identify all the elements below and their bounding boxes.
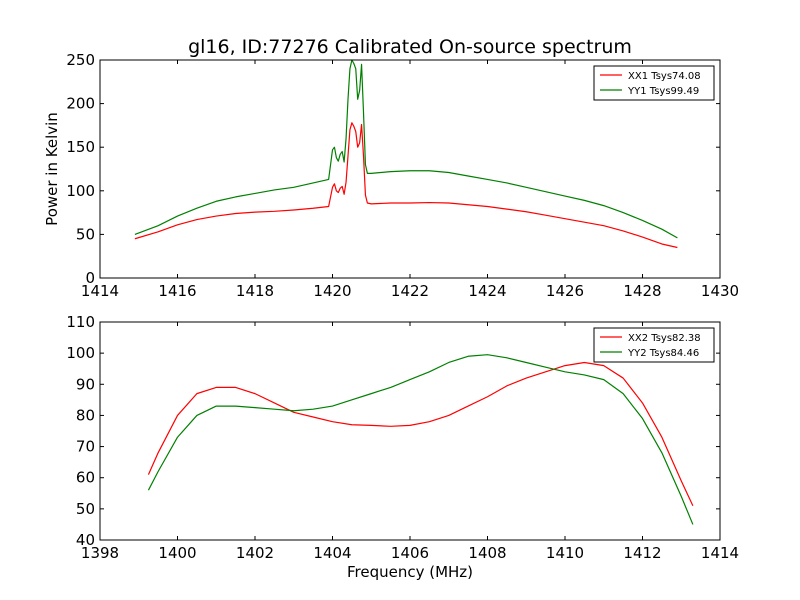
x-tick-label: 1412: [623, 544, 661, 562]
x-tick-label: 1400: [158, 544, 196, 562]
x-tick-label: 1428: [623, 282, 661, 300]
top-subplot: 1414 1416 1418 1420 1422 1424 1426 1428 1430 0 50 1…: [43, 51, 739, 300]
x-tick-label: 1408: [468, 544, 506, 562]
x-tick-label: 1420: [313, 282, 351, 300]
x-tick-label: 1424: [468, 282, 506, 300]
legend-box: [593, 327, 715, 363]
y-tick-label: 250: [66, 51, 95, 69]
y-tick-label: 100: [66, 344, 95, 362]
y-tick-label: 50: [76, 500, 95, 518]
x-tick-label: 1414: [701, 544, 739, 562]
y-tick-label: 110: [66, 313, 95, 331]
x-tick-label: 1426: [546, 282, 584, 300]
y-tick-label: 100: [66, 182, 95, 200]
x-tick-label: 1406: [391, 544, 429, 562]
legend: XX2 Tsys82.38 YY2 Tsys84.46: [593, 327, 715, 363]
y-tick-label: 150: [66, 138, 95, 156]
x-tick-label: 1410: [546, 544, 584, 562]
y-axis-label: Power in Kelvin: [43, 112, 61, 226]
x-tick-label: 1418: [236, 282, 274, 300]
legend-entry: XX2 Tsys82.38: [628, 333, 701, 344]
series-line-2: [147, 354, 694, 525]
x-axis-label: Frequency (MHz): [347, 563, 473, 581]
y-tick-label: 0: [85, 269, 95, 287]
y-tick-label: 80: [76, 406, 95, 424]
y-tick-label: 60: [76, 469, 95, 487]
x-tick-label: 1404: [313, 544, 351, 562]
series-line-1: [147, 361, 694, 506]
legend-box: [593, 65, 715, 101]
legend-entry: XX1 Tsys74.08: [628, 71, 701, 82]
y-tick-label: 40: [76, 531, 95, 549]
y-tick-label: 50: [76, 225, 95, 243]
x-tick-label: 1402: [236, 544, 274, 562]
y-tick-label: 70: [76, 438, 95, 456]
figure-title: gl16, ID:77276 Calibrated On-source spec…: [188, 36, 632, 58]
legend-entry: YY2 Tsys84.46: [627, 348, 699, 359]
legend-entry: YY1 Tsys99.49: [627, 86, 699, 97]
bottom-subplot: 1398 1400 1402 1404 1406 1408 1410 1412 1414 40 50…: [66, 313, 739, 562]
x-tick-label: 1414: [81, 282, 119, 300]
x-tick-label: 1416: [158, 282, 196, 300]
x-tick-label: 1398: [81, 544, 119, 562]
x-tick-label: 1422: [391, 282, 429, 300]
y-tick-label: 200: [66, 95, 95, 113]
y-tick-label: 90: [76, 375, 95, 393]
series-line-2: [134, 59, 678, 239]
series-line-1: [134, 122, 678, 249]
legend: XX1 Tsys74.08 YY1 Tsys99.49: [593, 65, 715, 101]
x-tick-label: 1430: [701, 282, 739, 300]
